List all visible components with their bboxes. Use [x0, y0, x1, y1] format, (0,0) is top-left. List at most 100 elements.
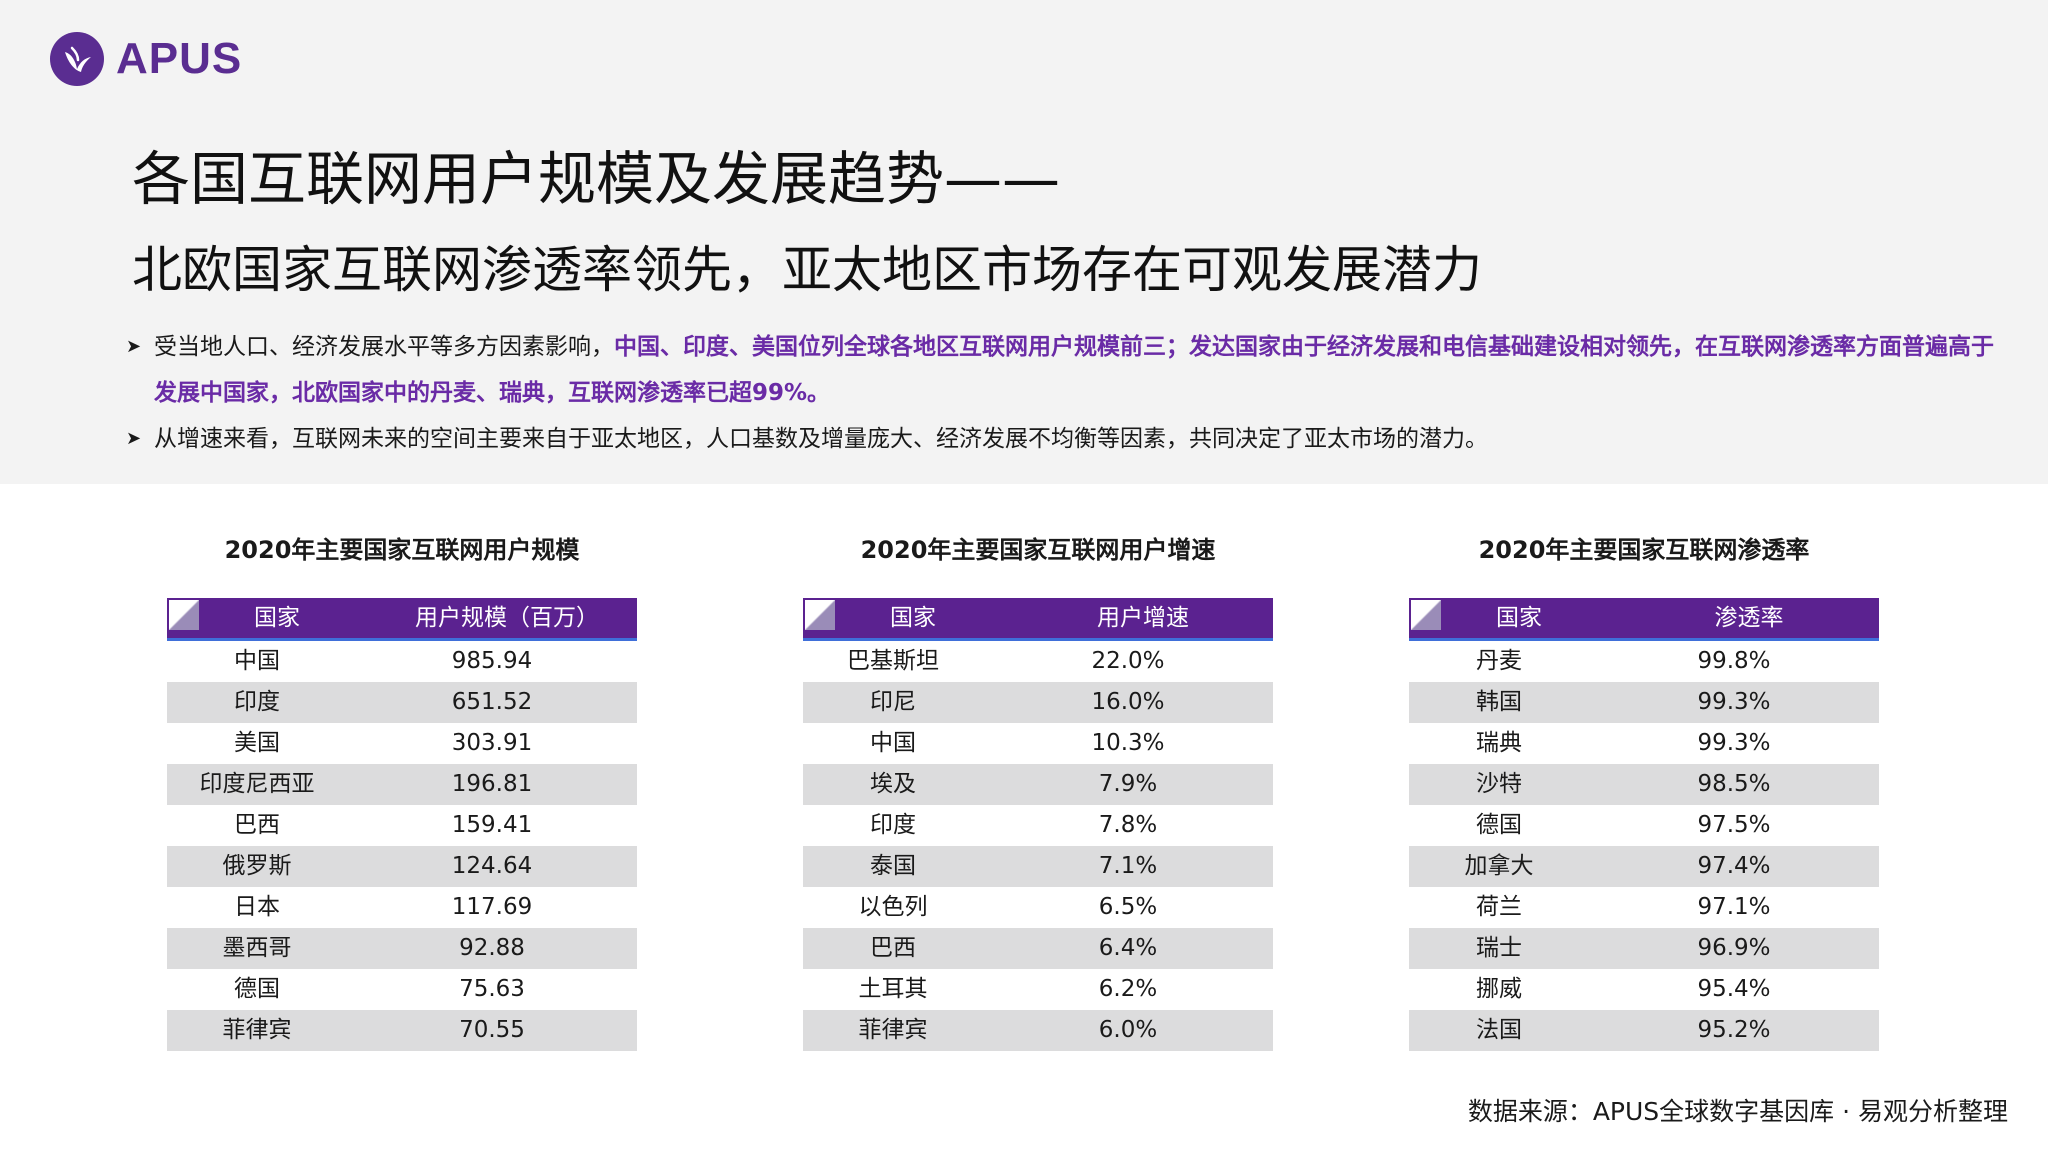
table-row: 瑞典 99.3% [1409, 723, 1879, 764]
country-cell: 印度 [870, 812, 916, 838]
bullet-text: 从增速来看，互联网未来的空间主要来自于亚太地区，人口基数及增量庞大、经济发展不均… [154, 426, 1488, 452]
table-row: 法国 95.2% [1409, 1010, 1879, 1051]
country-cell: 俄罗斯 [222, 853, 292, 879]
value-cell: 117.69 [451, 894, 533, 920]
table-row: 德国 97.5% [1409, 805, 1879, 846]
value-cell: 6.0% [1098, 1017, 1158, 1043]
bullet-item: ➤ 从增速来看，互联网未来的空间主要来自于亚太地区，人口基数及增量庞大、经济发展… [126, 416, 1996, 462]
value-cell: 95.2% [1697, 1017, 1771, 1043]
country-cell: 德国 [234, 976, 280, 1002]
bullet-highlight: 中国、印度、美国位列全球各地区互联网用户规模前三；发达国家由于经济发展和电信基础… [154, 334, 1994, 406]
table-row: 日本 117.69 [167, 887, 637, 928]
table-row: 以色列 6.5% [803, 887, 1273, 928]
header-cell: 国家 [254, 605, 300, 631]
value-cell: 97.4% [1697, 853, 1771, 879]
country-cell: 沙特 [1476, 771, 1522, 797]
country-cell: 巴西 [234, 812, 280, 838]
table-row: 挪威 95.4% [1409, 969, 1879, 1010]
table-row: 印度 651.52 [167, 682, 637, 723]
bullet-list: ➤ 受当地人口、经济发展水平等多方因素影响，中国、印度、美国位列全球各地区互联网… [126, 324, 1996, 462]
country-cell: 中国 [870, 730, 916, 756]
country-cell: 瑞典 [1476, 730, 1522, 756]
country-cell: 挪威 [1476, 976, 1522, 1002]
value-cell: 98.5% [1697, 771, 1771, 797]
arrow-right-icon: ➤ [126, 428, 142, 449]
table-row: 墨西哥 92.88 [167, 928, 637, 969]
bird-icon [50, 32, 104, 86]
table-row: 中国 10.3% [803, 723, 1273, 764]
value-cell: 99.3% [1697, 730, 1771, 756]
value-cell: 97.5% [1697, 812, 1771, 838]
table-row: 美国 303.91 [167, 723, 637, 764]
country-cell: 印尼 [870, 689, 916, 715]
table-row: 沙特 98.5% [1409, 764, 1879, 805]
value-cell: 7.1% [1098, 853, 1158, 879]
country-cell: 以色列 [858, 894, 928, 920]
country-cell: 日本 [234, 894, 280, 920]
table-header: 国家 渗透率 [1409, 598, 1879, 641]
header-cell: 国家 [1496, 605, 1542, 631]
value-cell: 985.94 [451, 648, 533, 674]
value-cell: 99.3% [1697, 689, 1771, 715]
header-cell: 国家 [890, 605, 936, 631]
value-cell: 99.8% [1697, 648, 1771, 674]
header-cell: 用户规模（百万） [415, 605, 599, 631]
country-cell: 印度 [234, 689, 280, 715]
country-cell: 泰国 [870, 853, 916, 879]
value-cell: 92.88 [459, 935, 525, 961]
table-row: 巴基斯坦 22.0% [803, 641, 1273, 682]
apus-logo: APUS [50, 32, 242, 86]
table-row: 加拿大 97.4% [1409, 846, 1879, 887]
country-cell: 荷兰 [1476, 894, 1522, 920]
corner-fold-icon [805, 600, 835, 630]
country-cell: 巴基斯坦 [847, 648, 939, 674]
table-row: 丹麦 99.8% [1409, 641, 1879, 682]
corner-fold-icon [1411, 600, 1441, 630]
table-row: 巴西 159.41 [167, 805, 637, 846]
country-cell: 美国 [234, 730, 280, 756]
table-title: 2020年主要国家互联网渗透率 [1478, 536, 1810, 564]
country-cell: 法国 [1476, 1017, 1522, 1043]
table-user-growth: 2020年主要国家互联网用户增速 国家 用户增速 巴基斯坦 22.0% 印尼 16.0% 中国… [803, 530, 1273, 1051]
table-row: 俄罗斯 124.64 [167, 846, 637, 887]
table-row: 菲律宾 70.55 [167, 1010, 637, 1051]
country-cell: 巴西 [870, 935, 916, 961]
header-band [0, 0, 2048, 484]
table-row: 德国 75.63 [167, 969, 637, 1010]
table-row: 菲律宾 6.0% [803, 1010, 1273, 1051]
country-cell: 韩国 [1476, 689, 1522, 715]
value-cell: 10.3% [1091, 730, 1165, 756]
table-row: 中国 985.94 [167, 641, 637, 682]
country-cell: 瑞士 [1476, 935, 1522, 961]
source-note: 数据来源：APUS全球数字基因库 · 易观分析整理 [1467, 1097, 2008, 1126]
value-cell: 303.91 [451, 730, 533, 756]
country-cell: 菲律宾 [222, 1017, 292, 1043]
country-cell: 埃及 [870, 771, 916, 797]
value-cell: 97.1% [1697, 894, 1771, 920]
value-cell: 6.4% [1098, 935, 1158, 961]
value-cell: 75.63 [459, 976, 525, 1002]
value-cell: 7.8% [1098, 812, 1158, 838]
value-cell: 16.0% [1091, 689, 1165, 715]
value-cell: 6.5% [1098, 894, 1158, 920]
country-cell: 菲律宾 [858, 1017, 928, 1043]
bullet-item: ➤ 受当地人口、经济发展水平等多方因素影响，中国、印度、美国位列全球各地区互联网… [126, 324, 1996, 416]
country-cell: 墨西哥 [222, 935, 292, 961]
header-cell: 渗透率 [1714, 605, 1784, 631]
value-cell: 95.4% [1697, 976, 1771, 1002]
page-title: 各国互联网用户规模及发展趋势—— [132, 145, 1061, 213]
table-user-scale: 2020年主要国家互联网用户规模 国家 用户规模（百万） 中国 985.94 印度 651.… [167, 530, 637, 1051]
value-cell: 159.41 [451, 812, 533, 838]
value-cell: 651.52 [451, 689, 533, 715]
value-cell: 70.55 [459, 1017, 525, 1043]
logo-text: APUS [116, 34, 243, 83]
table-row: 埃及 7.9% [803, 764, 1273, 805]
value-cell: 96.9% [1697, 935, 1771, 961]
table-row: 韩国 99.3% [1409, 682, 1879, 723]
country-cell: 加拿大 [1464, 853, 1534, 879]
table-row: 印尼 16.0% [803, 682, 1273, 723]
bullet-text: 受当地人口、经济发展水平等多方因素影响， [154, 334, 614, 360]
table-title: 2020年主要国家互联网用户增速 [860, 536, 1216, 564]
arrow-right-icon: ➤ [126, 336, 142, 357]
table-row: 瑞士 96.9% [1409, 928, 1879, 969]
